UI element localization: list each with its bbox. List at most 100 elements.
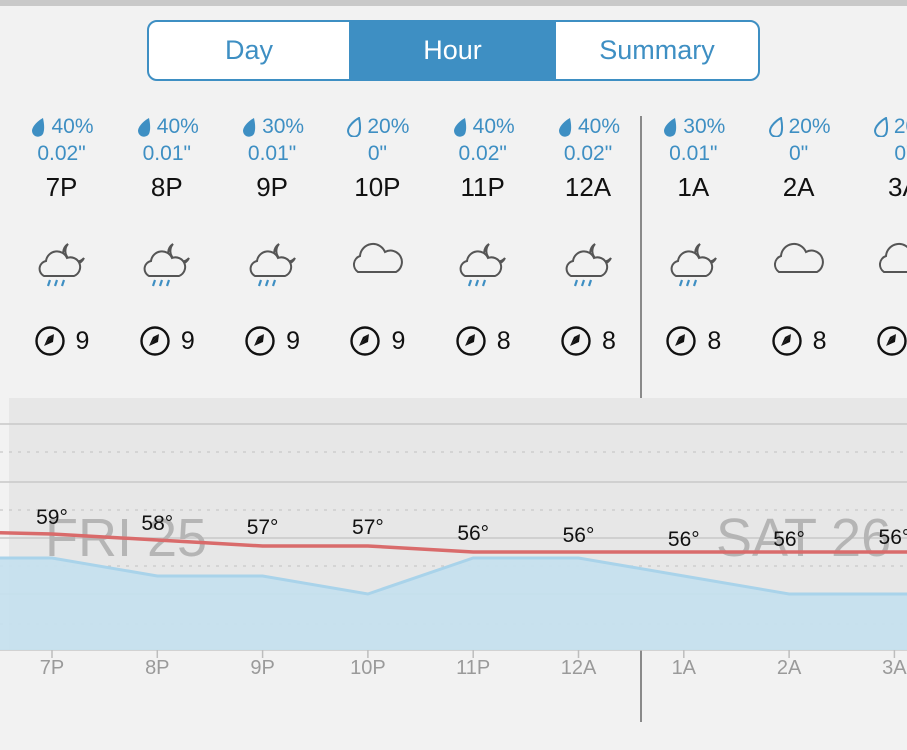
wind-speed: 8 [496,326,511,355]
temperature-label: 57° [352,516,384,539]
rain-drop-icon [558,118,572,137]
precip-amount: 0.01" [669,142,718,165]
precip-line [0,556,907,596]
temperature-line [0,531,907,554]
wind-direction-icon [456,326,486,356]
precip-chance: 20% [325,114,430,140]
rain-drop-icon [453,118,466,137]
precip-amount: 0.02" [563,142,613,165]
x-tick-label: 2A [777,657,802,679]
x-tick-label: 9P [250,657,274,679]
precip-chance: 40% [9,114,114,140]
precip-chance: 40% [430,114,535,140]
wind: 9 [114,324,219,358]
x-tick-label: 3A [882,657,907,679]
wind: 9 [9,324,114,358]
wind: 9 [220,324,325,358]
temperature-label: 56° [563,524,595,547]
cloud-icon [879,242,907,273]
precip-amount: 0.01" [142,142,191,165]
wind-speed: 9 [180,326,195,355]
precip-amount: 0.02" [458,142,507,165]
hour-label: 8P [150,172,183,202]
wind-speed: 8 [602,326,616,355]
rain-moon-icon [143,243,191,287]
day-label: SAT 26 [716,508,891,568]
precip-chance-value: 40% [156,115,199,138]
precip-amount: 0.02" [37,142,86,165]
rain-drop-outline-icon [768,117,783,137]
wind-speed: 9 [286,326,301,355]
wind-direction-icon [771,326,802,356]
wind-direction-icon [877,326,907,356]
temperature-label: 59° [36,506,68,529]
x-tick-label: 1A [672,657,697,679]
temperature-label: 56° [457,522,489,545]
wind-direction-icon [245,326,275,356]
hour-label: 7P [45,172,78,202]
hour-label: 1A [677,172,710,202]
wind-direction-icon [666,326,697,356]
wind: 8 [746,324,851,358]
precip-chance-value: 20% [367,115,410,138]
precip-chance-value: 40% [472,115,515,138]
rain-moon-icon [565,243,612,287]
temperature-label: 58° [141,512,173,535]
temperature-label: 57° [247,516,279,539]
precip-chance-value: 40% [577,115,621,138]
view-toggle: Day Hour Summary [147,20,760,81]
hour-label: 11P [460,172,505,202]
precip-chance: 30% [641,114,746,140]
hour-label: 2A [782,172,815,202]
wind-direction-icon [350,326,381,356]
precip-chance-value: 20% [788,115,831,138]
wind: 8 [641,324,746,358]
wind-direction-icon [140,326,170,356]
temperature-label: 56° [668,528,700,551]
hour-label: 12A [564,172,612,202]
precip-amount: 0" [894,142,907,165]
rain-drop-icon [32,118,45,137]
wind: 8 [430,324,535,358]
rain-drop-icon [243,118,256,137]
rain-drop-outline-icon [873,117,889,137]
rain-drop-icon [664,118,677,137]
hour-label: 10P [354,172,401,202]
precip-chance-value: 40% [51,115,94,138]
temperature-label: 56° [773,528,805,551]
x-tick-label: 7P [40,657,64,679]
precip-chance: 30% [220,114,325,140]
wind-direction-icon [561,326,591,356]
precip-amount: 0.01" [247,142,297,165]
rain-drop-outline-icon [347,117,362,137]
wind: 8 [851,324,907,358]
tab-hour[interactable]: Hour [349,22,556,79]
hour-label: 9P [256,172,288,202]
wind: 9 [325,324,430,358]
hour-label: 3A [887,172,907,202]
rain-moon-icon [249,243,296,287]
x-tick-label: 12A [561,657,597,679]
top-edge [0,0,907,6]
temperature-label: 56° [879,526,907,549]
precip-chance-value: 30% [683,115,726,138]
wind-speed: 8 [707,326,722,355]
wind-speed: 9 [75,326,90,355]
precip-chance: 20% [851,114,907,140]
precip-amount: 0" [789,142,809,165]
x-tick-label: 10P [350,657,386,679]
x-tick-label: 11P [456,657,490,679]
wind-speed: 8 [812,326,827,355]
rain-moon-icon [38,243,85,287]
precip-chance-value: 30% [262,115,305,138]
tab-day[interactable]: Day [224,35,273,65]
precip-chance-value: 20% [893,115,907,138]
tab-summary[interactable]: Summary [599,35,715,65]
precip-chance: 40% [536,114,641,140]
precip-amount: 0" [367,142,387,165]
wind-direction-icon [34,326,65,356]
cloud-icon [352,242,403,273]
precip-chance: 40% [114,114,219,140]
x-tick-label: 8P [145,657,169,679]
